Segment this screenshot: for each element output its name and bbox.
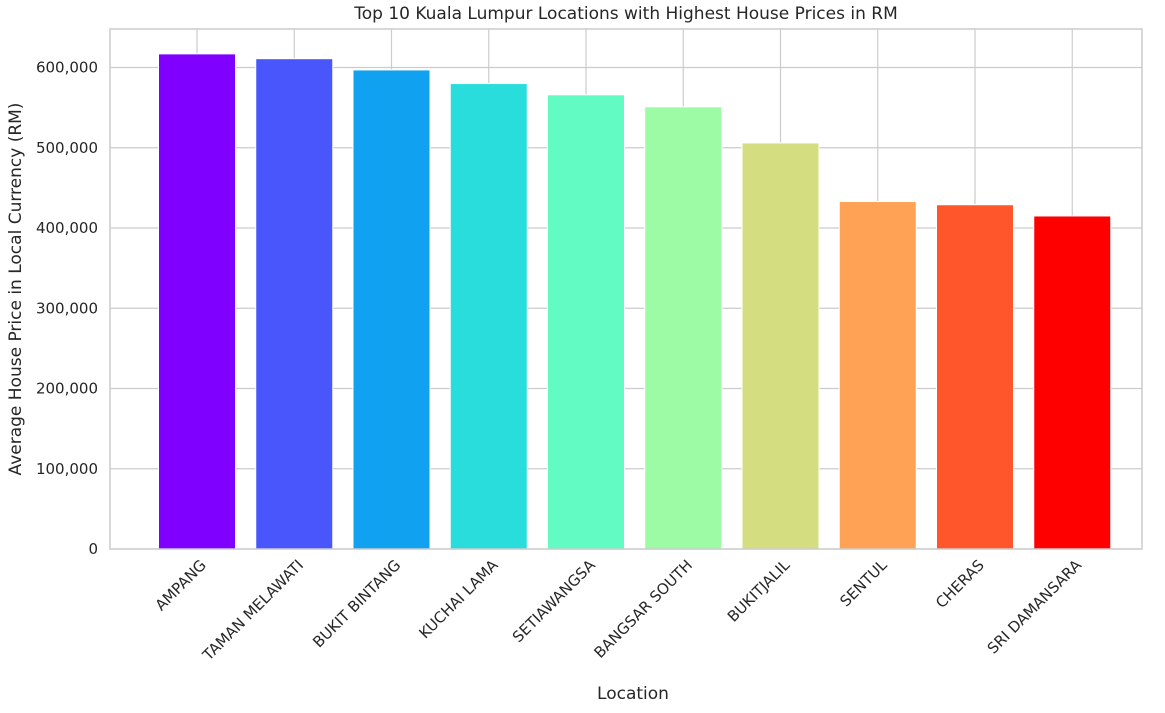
- x-tick-label: SETIAWANGSA: [509, 556, 599, 646]
- bar: [936, 204, 1014, 550]
- x-axis-label: Location: [597, 684, 669, 704]
- chart-title: Top 10 Kuala Lumpur Locations with Highe…: [353, 4, 898, 24]
- plot-frame: [109, 28, 1143, 550]
- x-tick-label: TAMAN MELAWATI: [198, 556, 307, 665]
- y-tick-labels: 0 100,000 200,000 300,000 400,000 500,000 600,…: [36, 59, 98, 558]
- x-tick-label: BUKITJALIL: [724, 556, 794, 626]
- y-tick-label: 500,000: [36, 139, 98, 157]
- y-tick-label: 400,000: [36, 219, 98, 237]
- y-axis-label: Average House Price in Local Currency (R…: [6, 103, 26, 476]
- y-tick-label: 100,000: [36, 460, 98, 478]
- bar: [547, 94, 625, 550]
- bar: [449, 83, 528, 550]
- y-tick-label: 300,000: [36, 299, 98, 317]
- x-tick-label: BUKIT BINTANG: [309, 556, 404, 651]
- bar: [1033, 215, 1112, 550]
- bar: [838, 201, 917, 550]
- y-tick-label: 0: [88, 540, 98, 558]
- y-tick-label: 200,000: [36, 380, 98, 398]
- bar: [741, 142, 820, 550]
- x-tick-label: SRI DAMANSARA: [984, 556, 1086, 658]
- x-tick-label: CHERAS: [932, 556, 988, 612]
- bar: [352, 69, 431, 550]
- y-tick-label: 600,000: [36, 59, 98, 77]
- x-tick-label: AMPANG: [152, 556, 210, 614]
- x-tick-label: SENTUL: [836, 556, 891, 611]
- bar: [644, 106, 723, 550]
- bar: [158, 53, 236, 550]
- x-tick-label: BANGSAR SOUTH: [590, 556, 696, 662]
- bars: [158, 53, 1112, 550]
- bar: [255, 58, 334, 550]
- x-tick-label: KUCHAI LAMA: [415, 556, 502, 643]
